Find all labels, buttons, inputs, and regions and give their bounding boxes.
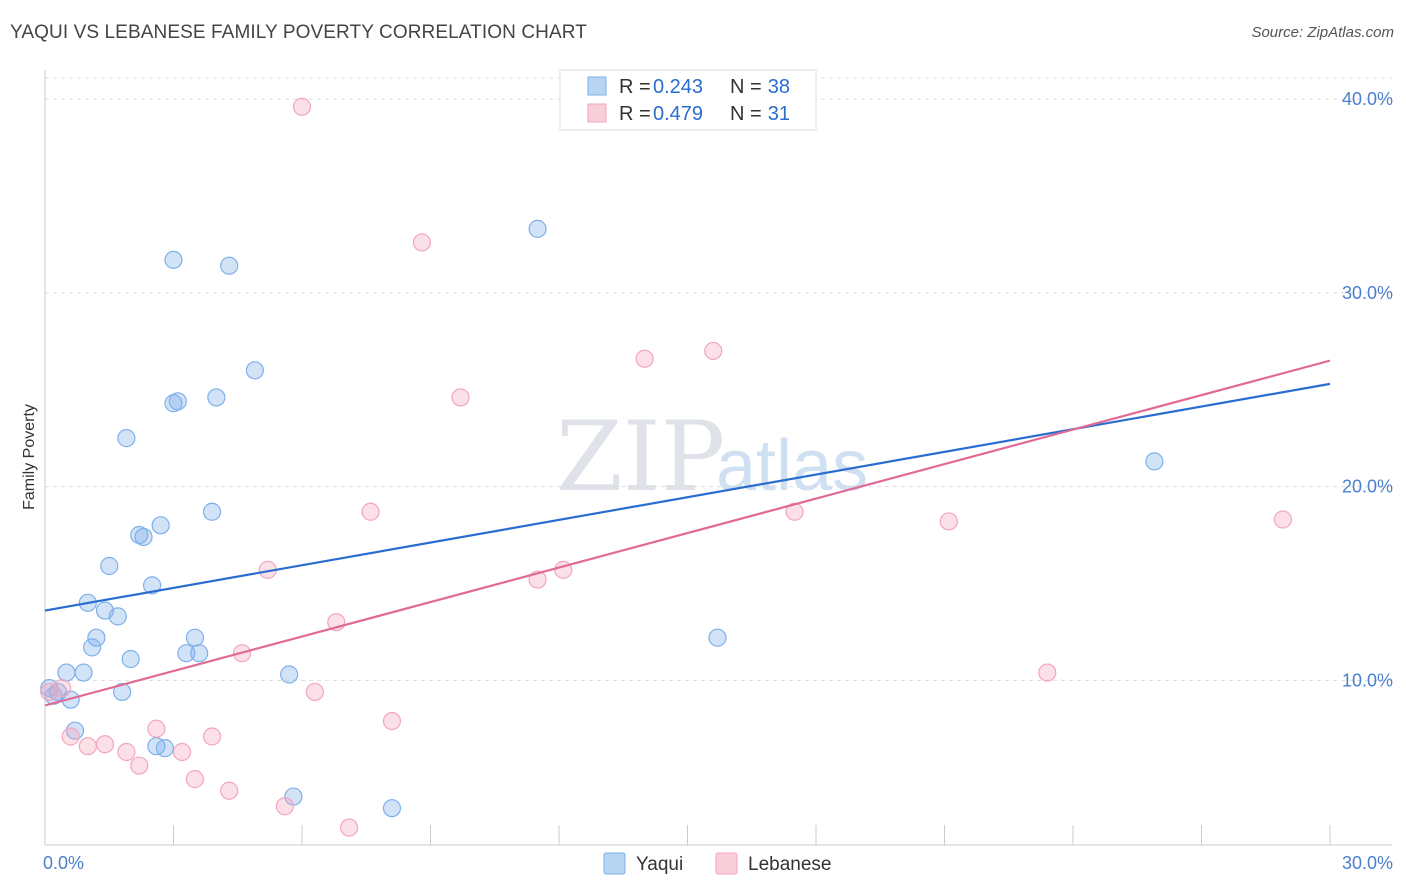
- data-point: [412, 233, 432, 252]
- legend-swatch: [587, 103, 607, 123]
- data-point: [207, 388, 226, 407]
- data-points: [40, 97, 1292, 837]
- chart-source: Source: ZipAtlas.com: [1251, 24, 1394, 41]
- data-point: [185, 628, 205, 647]
- legend-n-value: 38: [768, 76, 790, 98]
- data-point: [117, 429, 136, 448]
- data-point: [151, 516, 170, 535]
- data-point: [172, 742, 192, 762]
- trend-line-yaqui: [44, 382, 1331, 612]
- data-point: [1273, 510, 1292, 529]
- trend-line-lebanese: [44, 359, 1331, 707]
- watermark: ZIP atlas: [556, 401, 868, 513]
- legend-swatch: [587, 76, 607, 96]
- y-tick-label: 20.0%: [1342, 477, 1393, 497]
- data-point: [83, 638, 102, 657]
- data-point: [220, 781, 239, 800]
- data-point: [57, 663, 76, 682]
- legend-n-label: N =: [730, 76, 762, 98]
- x-tick-label: 0.0%: [43, 853, 84, 873]
- data-point: [100, 556, 119, 576]
- data-point: [164, 250, 183, 269]
- legend-n-value: 31: [768, 103, 790, 125]
- axes: [44, 70, 1392, 846]
- data-point: [382, 711, 402, 731]
- data-point: [361, 502, 380, 521]
- data-point: [635, 349, 654, 368]
- data-point: [95, 735, 115, 754]
- y-tick-label: 30.0%: [1342, 283, 1393, 303]
- data-point: [939, 512, 958, 531]
- data-point: [87, 628, 106, 647]
- data-point: [168, 392, 187, 411]
- chart-title: YAQUI VS LEBANESE FAMILY POVERTY CORRELA…: [10, 22, 587, 43]
- legend: R = 0.243 N = 38 R = 0.479 N = 31: [559, 69, 817, 131]
- data-point: [185, 770, 205, 789]
- data-point: [121, 649, 140, 669]
- data-point: [142, 576, 162, 595]
- legend-n-label: N =: [730, 103, 762, 125]
- y-tick-label: 40.0%: [1342, 89, 1393, 109]
- y-axis-label: Family Poverty: [21, 404, 38, 510]
- data-point: [202, 727, 222, 746]
- legend-r-value: 0.243: [653, 76, 703, 98]
- data-point: [340, 818, 359, 837]
- data-point: [108, 607, 127, 626]
- legend-r-value: 0.479: [653, 103, 703, 125]
- bottom-legend: Yaqui Lebanese: [603, 852, 831, 875]
- data-point: [280, 665, 299, 684]
- data-point: [78, 737, 97, 756]
- data-point: [130, 756, 149, 775]
- bottom-legend-swatch: [715, 852, 738, 875]
- data-point: [1145, 452, 1164, 471]
- data-point: [305, 682, 324, 702]
- data-point: [61, 727, 80, 746]
- series-yaqui-points: [40, 219, 1164, 818]
- data-point: [1038, 663, 1057, 682]
- data-point: [190, 644, 209, 663]
- bottom-legend-label: Yaqui: [636, 854, 683, 875]
- watermark-zip: ZIP: [556, 401, 725, 513]
- data-point: [245, 361, 264, 380]
- data-point: [134, 527, 153, 547]
- data-point: [147, 719, 166, 738]
- x-tick-label: 30.0%: [1342, 853, 1393, 873]
- data-point: [117, 742, 136, 762]
- trend-lines: [44, 359, 1331, 707]
- legend-r-label: R =: [619, 103, 651, 125]
- watermark-atlas: atlas: [716, 426, 868, 506]
- data-point: [704, 341, 723, 361]
- data-point: [112, 682, 132, 702]
- data-point: [292, 97, 312, 116]
- grid-lines: [45, 77, 1392, 681]
- data-point: [155, 739, 175, 758]
- bottom-legend-label: Lebanese: [748, 854, 831, 875]
- data-point: [708, 628, 727, 647]
- legend-r-label: R =: [619, 76, 651, 98]
- data-point: [275, 797, 294, 816]
- data-point: [53, 678, 72, 698]
- bottom-legend-swatch: [603, 852, 626, 875]
- data-point: [177, 644, 196, 663]
- data-point: [382, 799, 402, 818]
- data-point: [202, 502, 222, 521]
- x-tick-labels: 0.0% 30.0%: [43, 853, 1393, 873]
- data-point: [451, 388, 470, 407]
- series-lebanese-points: [40, 97, 1292, 837]
- data-point: [220, 256, 239, 275]
- data-point: [74, 663, 93, 682]
- y-tick-labels: 10.0% 20.0% 30.0% 40.0%: [1342, 89, 1393, 690]
- y-tick-label: 10.0%: [1342, 670, 1393, 690]
- data-point: [528, 219, 547, 238]
